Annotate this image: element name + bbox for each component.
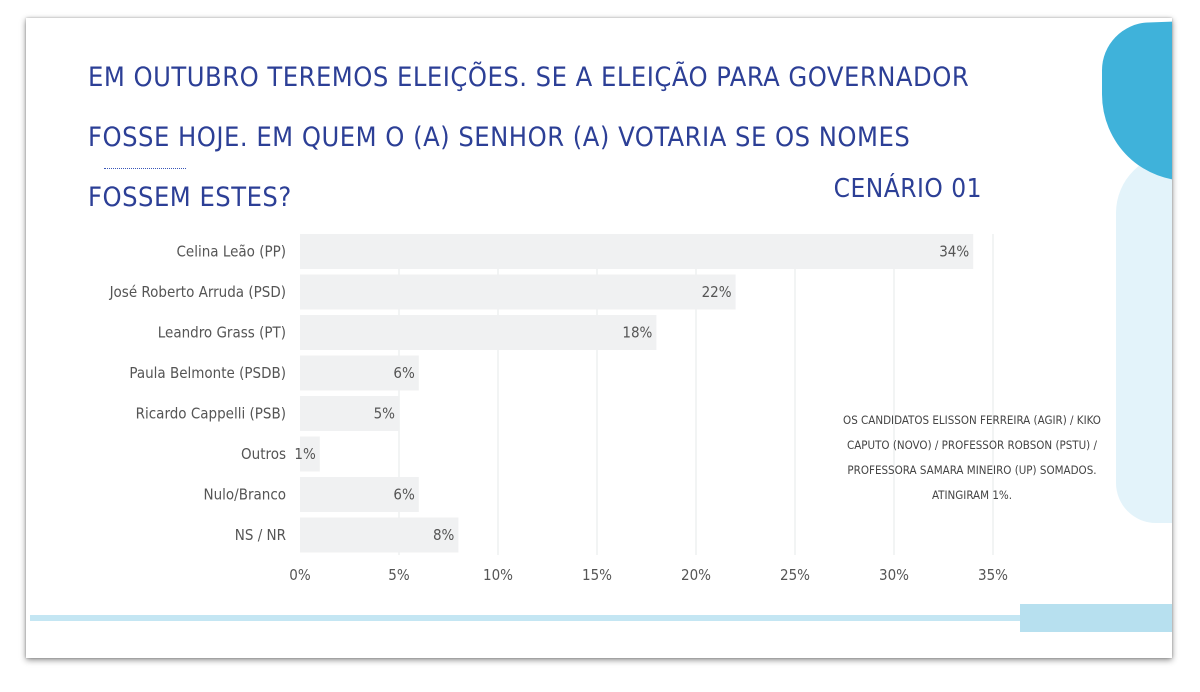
bar	[300, 274, 736, 310]
category-label: Nulo/Branco	[204, 486, 287, 504]
bar	[300, 436, 320, 472]
category-label: Ricardo Cappelli (PSB)	[136, 405, 286, 423]
category-label: Leandro Grass (PT)	[158, 324, 286, 342]
data-label: 6%	[393, 364, 415, 382]
data-label: 18%	[622, 324, 652, 342]
bar	[300, 517, 459, 553]
slide: EM OUTUBRO TEREMOS ELEIÇÕES. SE A ELEIÇÃ…	[26, 18, 1172, 658]
footer-line	[30, 615, 1114, 621]
data-label: 5%	[374, 405, 396, 423]
category-label: Outros	[241, 445, 286, 463]
data-label: 8%	[433, 526, 455, 544]
category-label: Paula Belmonte (PSDB)	[129, 364, 286, 382]
bar	[300, 355, 419, 391]
x-tick-label: 5%	[388, 566, 410, 584]
chart-footnote: OS CANDIDATOS ELISSON FERREIRA (AGIR) / …	[843, 413, 1101, 502]
page-title: EM OUTUBRO TEREMOS ELEIÇÕES. SE A ELEIÇÃ…	[88, 62, 970, 213]
x-tick-label: 35%	[978, 566, 1008, 584]
bar-chart: Celina Leão (PP) 34% José Roberto Arruda (…	[109, 234, 1008, 584]
decorative-light-shape	[1116, 153, 1172, 523]
data-label: 22%	[702, 283, 732, 301]
data-label: 6%	[393, 486, 415, 504]
x-tick-label: 30%	[879, 566, 909, 584]
x-tick-label: 20%	[681, 566, 711, 584]
x-tick-label: 15%	[582, 566, 612, 584]
category-label: NS / NR	[235, 526, 286, 544]
data-label: 1%	[294, 445, 316, 463]
scenario-label: CENÁRIO 01	[833, 174, 982, 204]
bar	[300, 396, 399, 431]
category-label: José Roberto Arruda (PSD)	[109, 283, 286, 301]
bar	[300, 315, 657, 350]
bar	[300, 477, 419, 512]
title-underline	[104, 168, 186, 169]
category-label: Celina Leão (PP)	[176, 243, 286, 261]
data-label: 34%	[939, 243, 969, 261]
bar	[300, 234, 974, 269]
x-tick-label: 0%	[289, 566, 311, 584]
footer-accent	[1020, 604, 1172, 632]
x-tick-label: 25%	[780, 566, 810, 584]
x-tick-label: 10%	[483, 566, 513, 584]
